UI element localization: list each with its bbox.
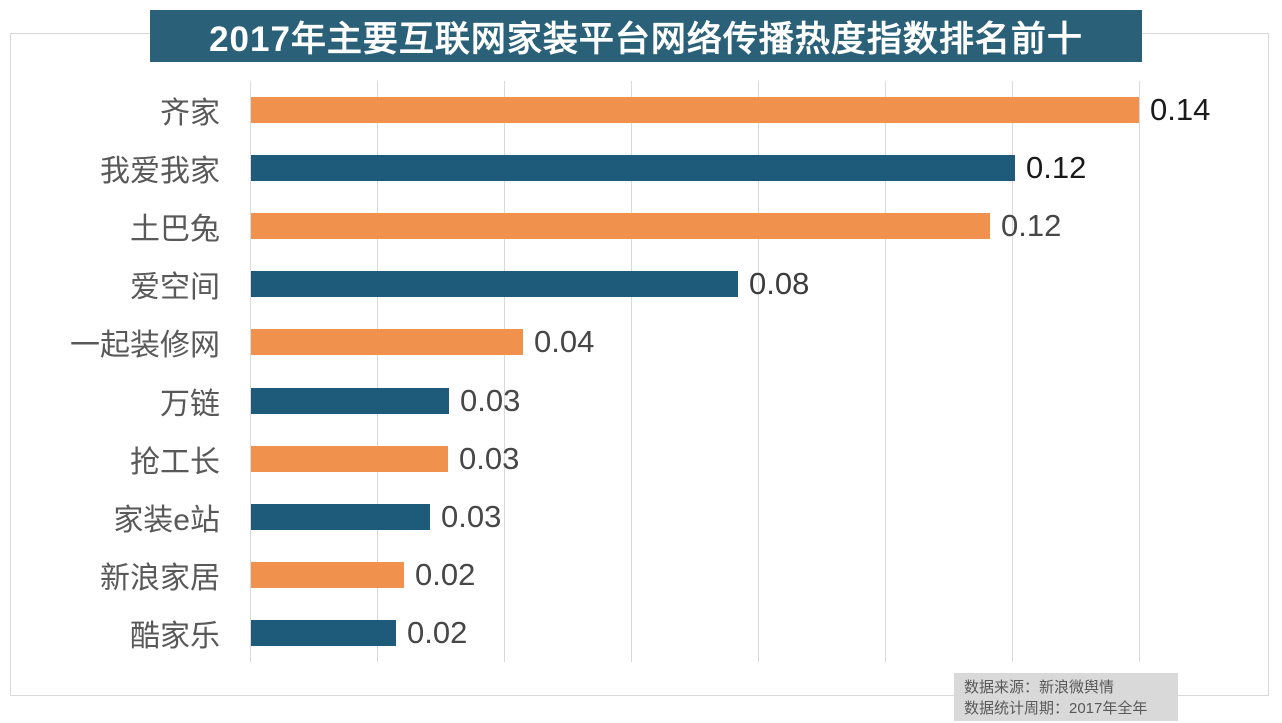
- value-label: 0.08: [749, 266, 810, 302]
- value-label: 0.03: [441, 498, 502, 534]
- vertical-gridline: [377, 81, 378, 662]
- vertical-gridline: [758, 81, 759, 662]
- value-label: 0.03: [459, 440, 520, 476]
- vertical-gridline: [1139, 81, 1140, 662]
- value-label: 0.02: [407, 614, 468, 650]
- value-label: 0.03: [460, 382, 521, 418]
- bar-7: [251, 446, 448, 472]
- source-line-2: 数据统计周期：2017年全年: [964, 700, 1148, 717]
- category-label: 抢工长: [130, 445, 220, 479]
- value-label: 0.12: [1001, 208, 1062, 244]
- value-label: 0.14: [1150, 92, 1211, 128]
- bar-1: [251, 97, 1139, 123]
- category-label: 我爱我家: [100, 155, 220, 189]
- category-label: 爱空间: [130, 271, 220, 305]
- source-line-1: 数据来源：新浪微舆情: [964, 679, 1115, 696]
- value-label: 0.04: [534, 324, 595, 360]
- vertical-gridline: [504, 81, 505, 662]
- data-source-note: 数据来源：新浪微舆情 数据统计周期：2017年全年: [954, 673, 1178, 721]
- bar-2: [251, 155, 1015, 181]
- category-label: 土巴兔: [130, 213, 220, 247]
- vertical-gridline: [631, 81, 632, 662]
- category-label: 家装e站: [113, 503, 220, 537]
- bar-3: [251, 213, 990, 239]
- bar-4: [251, 271, 738, 297]
- chart-title: 2017年主要互联网家装平台网络传播热度指数排名前十: [150, 10, 1142, 62]
- value-label: 0.12: [1026, 150, 1087, 186]
- value-label: 0.02: [415, 556, 476, 592]
- category-label: 酷家乐: [130, 619, 220, 653]
- category-label: 新浪家居: [100, 561, 220, 595]
- vertical-gridline: [885, 81, 886, 662]
- category-label: 万链: [160, 387, 220, 421]
- bar-10: [251, 620, 396, 646]
- bar-6: [251, 388, 449, 414]
- category-label: 一起装修网: [70, 329, 220, 363]
- vertical-gridline: [1012, 81, 1013, 662]
- bar-9: [251, 562, 404, 588]
- vertical-gridline: [250, 81, 251, 662]
- bar-8: [251, 504, 430, 530]
- bar-5: [251, 329, 523, 355]
- category-label: 齐家: [160, 97, 220, 131]
